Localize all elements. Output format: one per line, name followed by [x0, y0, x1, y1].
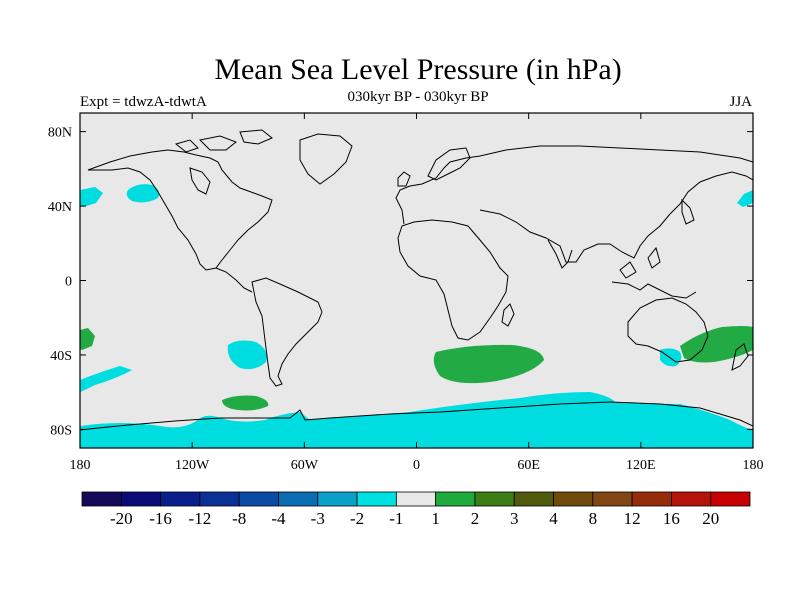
- anomaly-region: [737, 190, 753, 207]
- colorbar-swatch: [120, 491, 161, 507]
- coastline-hudson: [189, 167, 211, 195]
- colorbar-label: 20: [702, 509, 719, 528]
- anomaly-region: [433, 344, 544, 384]
- colorbar-swatch: [278, 491, 319, 507]
- coastline-british-isles: [397, 171, 411, 187]
- coastline-africa: [397, 219, 509, 341]
- y-axis: 80N 40N 0 40S 80S: [48, 126, 753, 438]
- colorbar-swatch: [160, 491, 201, 507]
- x-tick-label: 180: [743, 458, 764, 473]
- coastline-south-america: [251, 277, 323, 387]
- anomaly-region: [80, 366, 132, 392]
- coastline-arctic-islands: [174, 129, 273, 153]
- colorbar-label: 2: [471, 509, 480, 528]
- season-label: JJA: [729, 94, 752, 110]
- anomaly-region: [227, 340, 267, 370]
- anomaly-region: [222, 395, 269, 411]
- colorbar-swatch: [238, 491, 279, 507]
- coastline-madagascar: [501, 303, 515, 327]
- colorbar-label: 3: [510, 509, 519, 528]
- x-tick-label: 0: [413, 458, 420, 473]
- colorbar-swatch: [199, 491, 240, 507]
- coastline-indonesia: [611, 246, 697, 299]
- colorbar-label: 8: [589, 509, 598, 528]
- x-tick-label: 60E: [517, 458, 540, 473]
- colorbar-label: -3: [311, 509, 325, 528]
- anomaly-region: [126, 184, 160, 203]
- y-tick-label: 80N: [48, 126, 72, 141]
- colorbar-label: -1: [389, 509, 403, 528]
- colorbar-swatch: [671, 491, 712, 507]
- x-axis: 180 120W 60W 0 60E 120E 180: [70, 113, 764, 473]
- y-tick-label: 0: [65, 275, 72, 290]
- y-tick-label: 40S: [50, 349, 72, 364]
- colorbar-label: -8: [232, 509, 246, 528]
- map-background: [80, 113, 753, 448]
- colorbar-swatch: [474, 491, 515, 507]
- experiment-label: Expt = tdwzA-tdwtA: [80, 94, 207, 110]
- colorbar-label: -20: [110, 509, 133, 528]
- coastline-central-america: [215, 267, 253, 293]
- colorbar-label: 16: [663, 509, 680, 528]
- coastline-india: [547, 239, 573, 269]
- colorbar-label: -2: [350, 509, 364, 528]
- coastline-north-america: [87, 149, 273, 271]
- coastline-australia: [627, 297, 709, 363]
- anomaly-region: [80, 187, 103, 207]
- chart-subtitle: 030kyr BP - 030kyr BP: [347, 89, 489, 105]
- colorbar-label: 1: [431, 509, 440, 528]
- coastline-new-zealand: [731, 343, 749, 371]
- coastline-scandinavia: [427, 147, 471, 181]
- colorbar-label: -16: [149, 509, 172, 528]
- coastline-japan: [681, 198, 695, 225]
- positive-anomaly-regions: [80, 326, 753, 411]
- negative-anomaly-regions: [80, 184, 753, 448]
- anomaly-region: [80, 328, 95, 350]
- colorbar-swatch: [317, 491, 358, 507]
- colorbar-swatch: [553, 491, 594, 507]
- colorbar-swatch: [395, 491, 437, 507]
- chart-title: Mean Sea Level Pressure (in hPa): [214, 53, 622, 86]
- coastline-asia-south: [479, 171, 753, 263]
- x-tick-label: 120E: [626, 458, 656, 473]
- coastline-eurasia: [395, 145, 753, 225]
- y-tick-label: 40N: [48, 200, 72, 215]
- colorbar-label: 12: [624, 509, 641, 528]
- colorbar: -20 -16 -12 -8 -4 -3 -2 -1 1 2 3 4 8 12 16 20: [81, 491, 751, 528]
- coastlines: [80, 129, 753, 431]
- colorbar-swatch: [513, 491, 554, 507]
- y-tick-label: 80S: [50, 423, 72, 438]
- colorbar-swatch: [81, 491, 122, 507]
- colorbar-swatch: [356, 491, 397, 507]
- x-tick-label: 120W: [175, 458, 210, 473]
- x-tick-label: 60W: [291, 458, 319, 473]
- colorbar-swatch: [710, 491, 751, 507]
- colorbar-label: 4: [549, 509, 558, 528]
- colorbar-swatch: [592, 491, 633, 507]
- colorbar-label: -4: [271, 509, 286, 528]
- coastline-greenland: [299, 133, 353, 185]
- colorbar-swatch: [435, 491, 476, 507]
- coastline-antarctica: [80, 401, 753, 431]
- anomaly-region: [80, 392, 753, 448]
- x-tick-label: 180: [70, 458, 91, 473]
- colorbar-label: -12: [189, 509, 212, 528]
- colorbar-swatch: [631, 491, 672, 507]
